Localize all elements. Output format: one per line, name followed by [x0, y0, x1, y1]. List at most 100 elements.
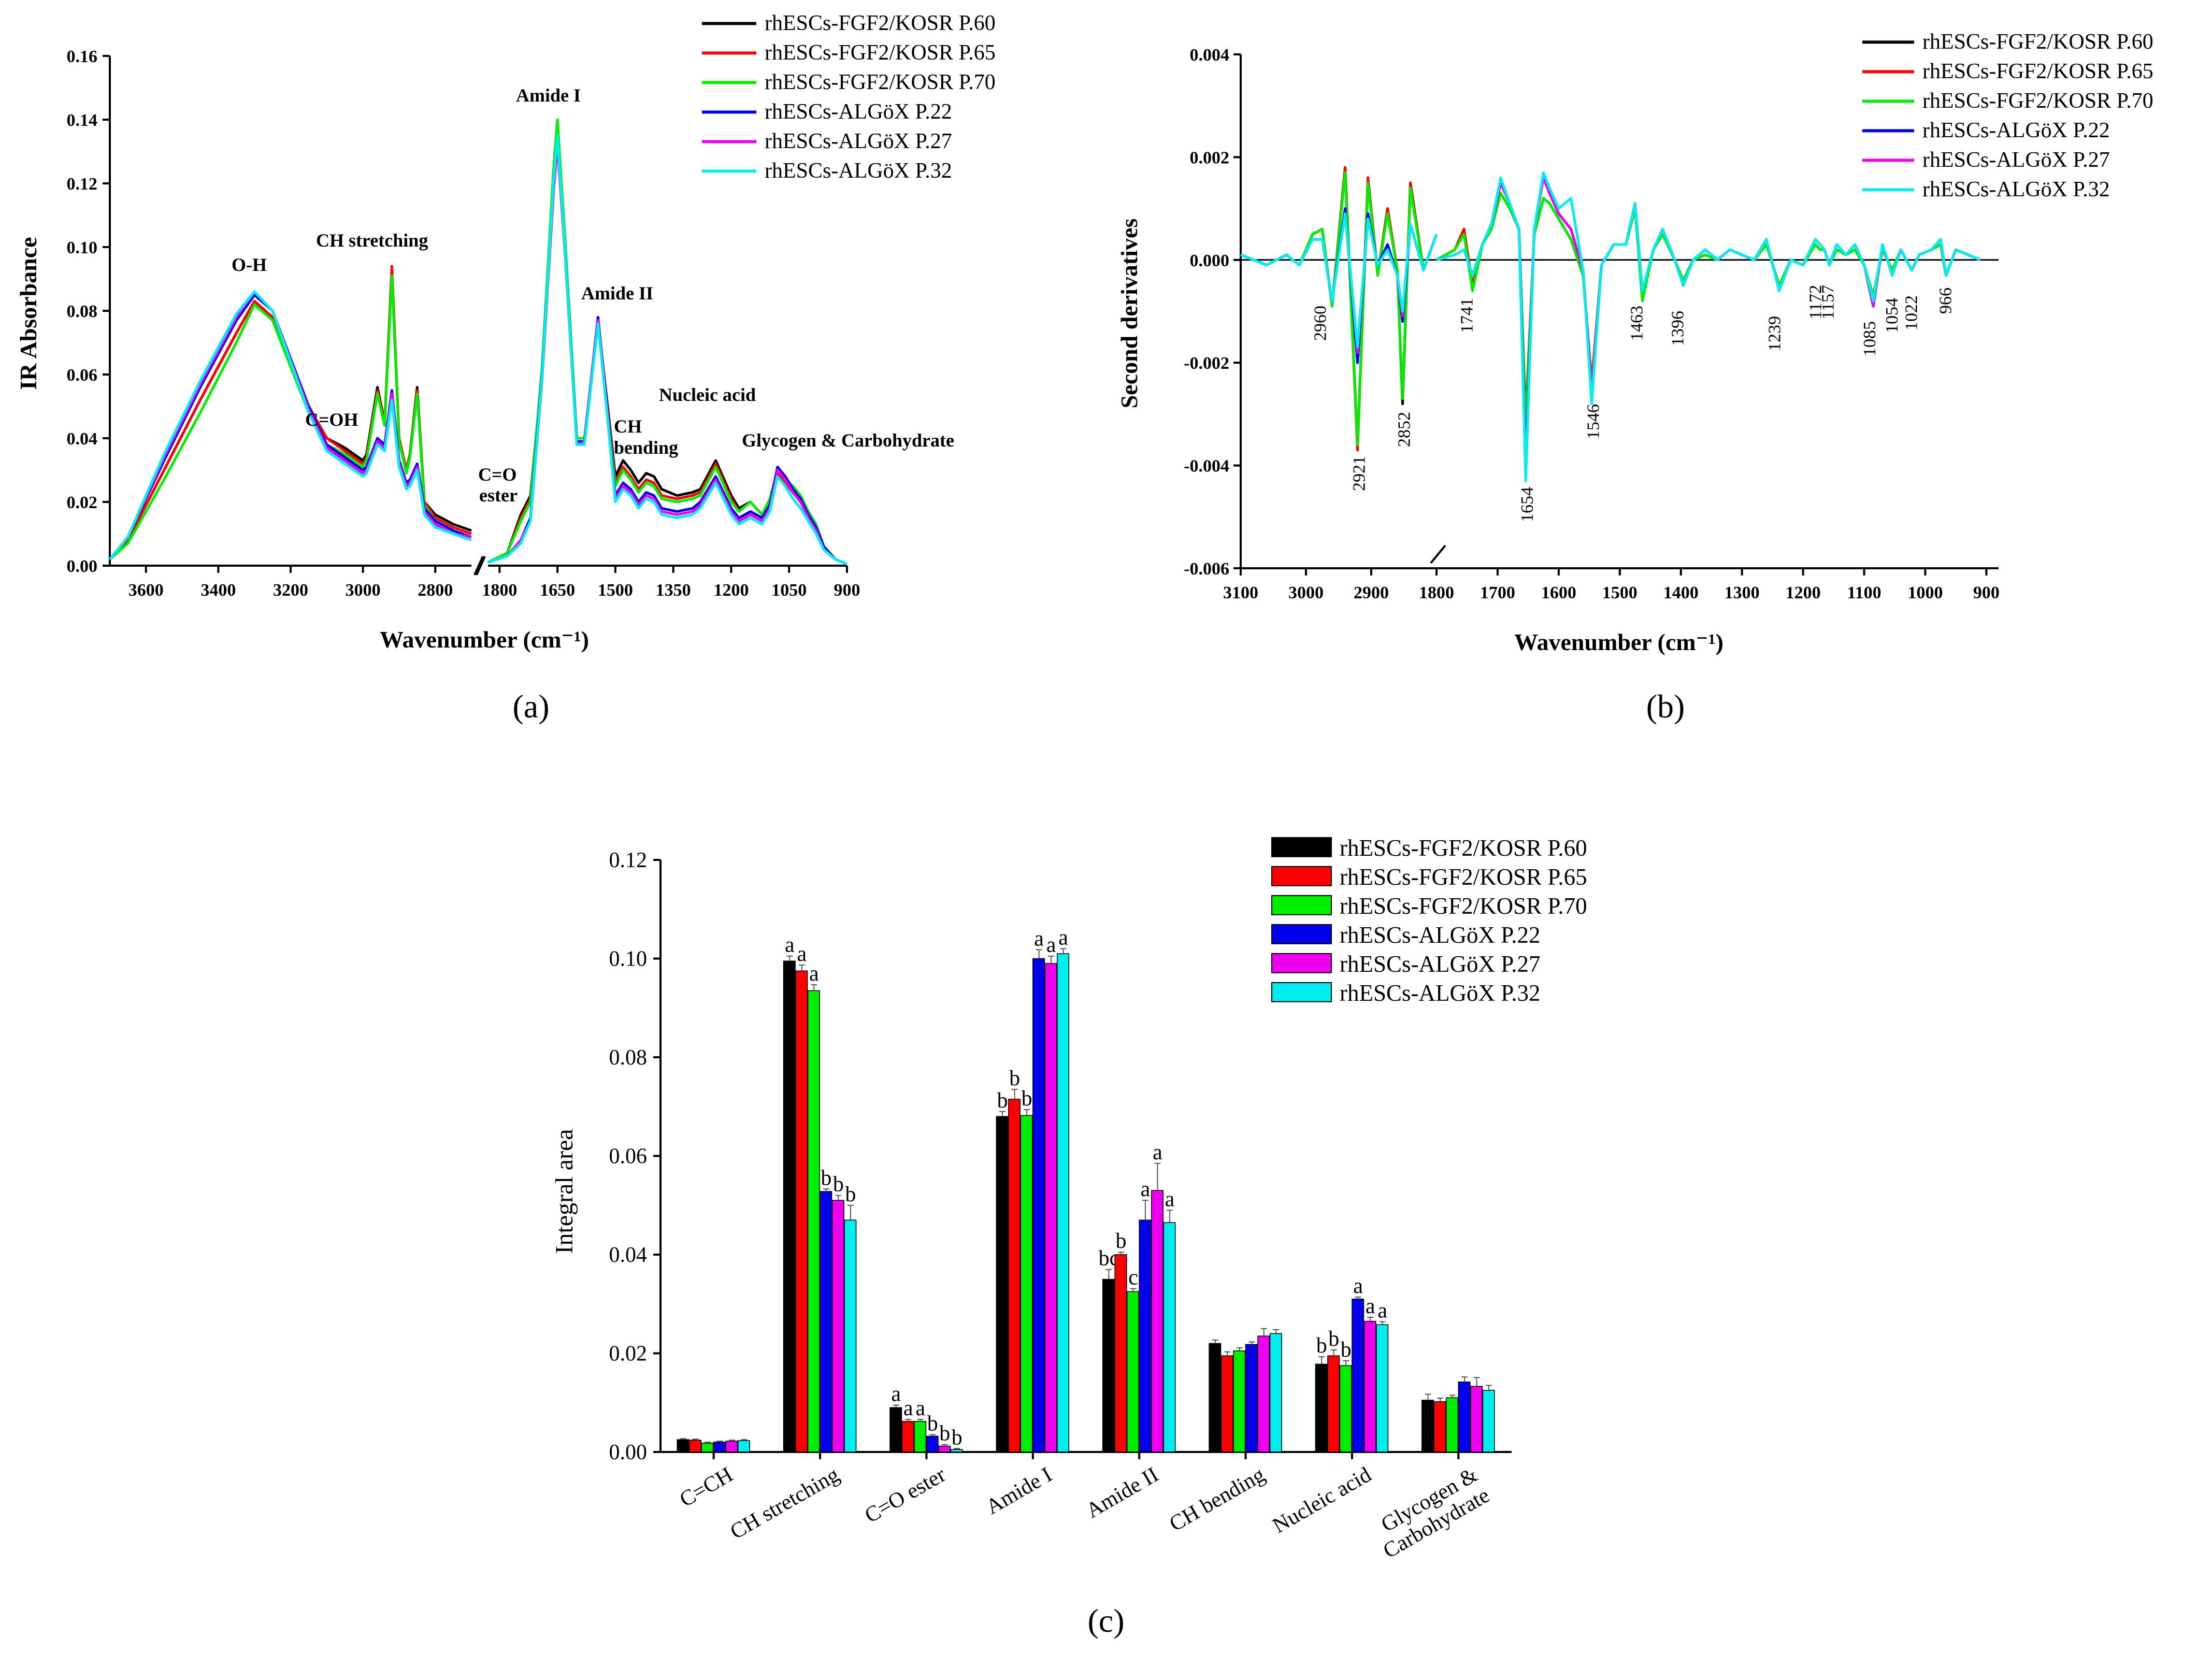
peak-label: 1546 [1584, 404, 1603, 439]
legend-entry: rhESCs-FGF2/KOSR P.70 [1340, 893, 1587, 919]
derivative-line [1240, 212, 1438, 349]
annot-glycogen: Glycogen & Carbohydrate [742, 430, 954, 451]
category-label: C=O ester [861, 1463, 950, 1528]
panel-b-legend: rhESCs-FGF2/KOSR P.60 rhESCs-FGF2/KOSR P.… [1862, 30, 2153, 202]
significance-letter: b [927, 1412, 938, 1436]
bar [795, 970, 808, 1452]
bar [1458, 1381, 1471, 1452]
x-tick-label: 1650 [540, 581, 575, 600]
y-tick-label: 0.08 [67, 302, 98, 321]
derivative-line [1436, 171, 1981, 482]
spectrum-line [109, 290, 472, 560]
legend-entry: rhESCs-FGF2/KOSR P.60 [1340, 835, 1587, 861]
peak-label: 1239 [1765, 316, 1785, 351]
bar [807, 990, 820, 1452]
x-tick-label: 1050 [771, 581, 807, 600]
x-tick-label: 900 [1973, 583, 2000, 602]
bar [1352, 1298, 1364, 1452]
x-tick-label: 3000 [346, 581, 381, 600]
bar [1421, 1400, 1434, 1452]
significance-letter: a [1141, 1177, 1151, 1201]
x-tick-label: 1300 [1725, 583, 1760, 602]
panel-a-spectra [109, 118, 848, 566]
annot-ch: CH [614, 416, 642, 437]
legend-entry: rhESCs-ALGöX P.22 [765, 100, 952, 124]
significance-letter: b [1328, 1327, 1339, 1351]
y-tick-label: 0.16 [67, 47, 98, 66]
bar [844, 1219, 857, 1452]
significance-letter: a [797, 942, 807, 966]
y-tick-label: 0.06 [67, 366, 98, 385]
bar [1315, 1363, 1328, 1452]
bar [737, 1440, 750, 1452]
panel-c-legend: rhESCs-FGF2/KOSR P.60 rhESCs-FGF2/KOSR P.… [1271, 835, 1587, 1006]
legend-entry: rhESCs-FGF2/KOSR P.65 [1340, 864, 1587, 890]
category-label: Amide II [1082, 1463, 1162, 1523]
bar [1044, 963, 1057, 1452]
legend-entry: rhESCs-FGF2/KOSR P.60 [765, 11, 996, 35]
x-tick-label: 3600 [128, 581, 164, 600]
significance-letter: b [833, 1173, 844, 1197]
bar [677, 1439, 690, 1452]
legend-entry: rhESCs-ALGöX P.27 [1340, 951, 1541, 977]
peak-label: 1054 [1883, 298, 1902, 333]
x-tick-label: 1000 [1907, 583, 1943, 602]
x-tick-label: 1600 [1541, 583, 1576, 602]
y-tick-label: 0.02 [609, 1342, 648, 1366]
legend-entry: rhESCs-FGF2/KOSR P.70 [1922, 89, 2153, 113]
peak-label: 1654 [1518, 487, 1537, 522]
legend-entry: rhESCs-ALGöX P.22 [1922, 119, 2110, 142]
spectrum-line [109, 290, 472, 560]
panel-a-axes: 0.00 0.02 0.04 0.06 0.08 0.10 0.12 0.14 0.16 3600… [67, 47, 860, 600]
annot-ester: ester [479, 485, 518, 506]
annot-amide-i: Amide I [516, 85, 581, 106]
significance-letter: b [1341, 1338, 1352, 1362]
category-label: C=CH [676, 1463, 737, 1512]
bar [713, 1442, 726, 1452]
bar [996, 1116, 1009, 1452]
y-tick-label: 0.00 [67, 557, 98, 576]
significance-letter: a [785, 933, 795, 957]
legend-entry: rhESCs-ALGöX P.32 [765, 159, 952, 183]
spectrum-line [109, 293, 472, 560]
spectrum-line [109, 271, 472, 560]
peak-label: 1157 [1818, 285, 1837, 320]
category-label-line: C=O ester [861, 1463, 950, 1528]
bar [926, 1435, 939, 1452]
y-tick-label: -0.004 [1184, 457, 1229, 476]
category-label: CH bending [1166, 1463, 1269, 1536]
x-tick-label: 1100 [1847, 583, 1881, 602]
category-label-line: CH bending [1166, 1463, 1269, 1536]
y-tick-label: 0.10 [67, 238, 98, 257]
significance-letter: a [809, 962, 819, 986]
bar [1257, 1335, 1270, 1452]
significance-letter: a [891, 1383, 901, 1406]
significance-letter: a [903, 1397, 913, 1420]
y-tick-label: 0.04 [67, 429, 98, 449]
legend-swatch [1271, 837, 1332, 857]
bar [950, 1449, 963, 1452]
category-label: Glycogen &Carbohydrate [1367, 1463, 1493, 1563]
bar [1020, 1115, 1033, 1452]
legend-swatch [1271, 895, 1332, 915]
legend-entry: rhESCs-ALGöX P.27 [1922, 148, 2110, 172]
axis-break [473, 556, 484, 576]
x-tick-label: 1200 [713, 581, 749, 600]
panel-b-axes: -0.006 -0.004 -0.002 0.000 0.002 0.004 3100 300… [1184, 46, 2000, 602]
x-tick-label: 3100 [1223, 583, 1258, 602]
legend-entry: rhESCs-FGF2/KOSR P.60 [1922, 30, 2153, 54]
panel-a-label: (a) [512, 688, 549, 725]
bar [1139, 1219, 1152, 1452]
annot-nucleic-acid: Nucleic acid [659, 384, 756, 405]
panel-b-peak-labels: 2960 2921 2852 1741 1654 1546 1463 1396 1239 1172… [1311, 285, 1955, 522]
significance-letter: a [1034, 927, 1044, 951]
bar [1245, 1344, 1258, 1452]
category-label-line: Nucleic acid [1269, 1463, 1375, 1538]
y-tick-label: 0.002 [1190, 148, 1230, 167]
y-tick-label: 0.000 [1190, 251, 1230, 270]
legend-entry: rhESCs-ALGöX P.32 [1922, 178, 2110, 202]
panel-b-label: (b) [1646, 688, 1685, 725]
y-tick-label: 0.02 [67, 493, 98, 512]
significance-letter: a [1153, 1141, 1162, 1164]
